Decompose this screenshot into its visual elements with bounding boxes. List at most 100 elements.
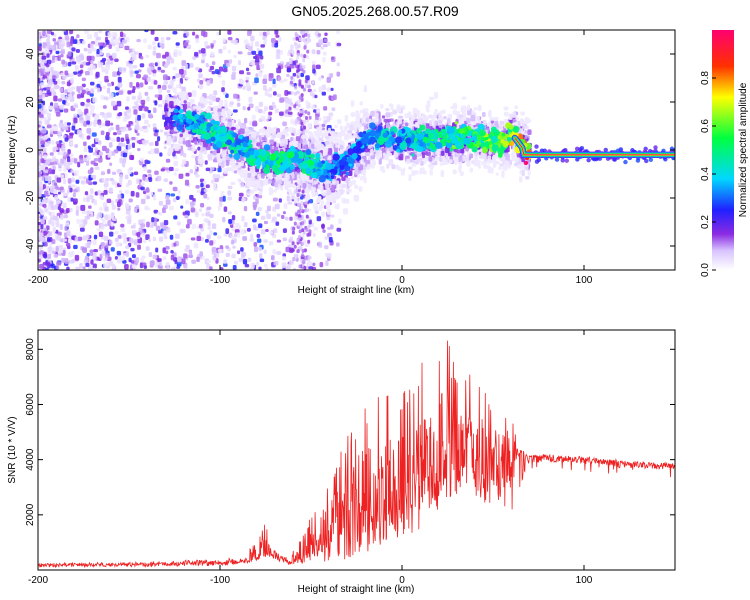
spectrogram-noise-mark bbox=[111, 171, 117, 175]
spectrogram-noise-mark bbox=[47, 204, 51, 211]
spectrogram-noise-mark bbox=[154, 100, 158, 106]
spectrogram-noise-mark bbox=[146, 67, 151, 73]
spectrogram-noise-mark bbox=[244, 117, 248, 124]
spectrogram-noise-mark bbox=[72, 39, 78, 45]
spectrogram-noise-mark bbox=[41, 55, 47, 60]
spectrogram-noise-mark bbox=[296, 192, 300, 197]
spectrogram-noise-mark bbox=[303, 38, 307, 43]
spectrogram-noise-mark bbox=[203, 218, 208, 223]
spectrogram-noise-mark bbox=[103, 183, 109, 188]
spectrogram-noise-mark bbox=[148, 177, 153, 183]
spectrogram-noise-mark bbox=[318, 86, 323, 93]
spectrogram-noise-mark bbox=[74, 144, 79, 148]
spectrogram-noise-mark bbox=[40, 82, 45, 86]
spectrogram-band-mark bbox=[185, 76, 190, 80]
spectrogram-noise-mark bbox=[305, 227, 309, 232]
spectrogram-noise-mark bbox=[119, 179, 123, 186]
spectrogram-noise-mark bbox=[236, 224, 241, 230]
spectrogram-noise-mark bbox=[93, 162, 99, 167]
spectrogram-noise-mark bbox=[294, 31, 298, 36]
spectrogram-noise-mark bbox=[119, 31, 124, 37]
spectrogram-noise-mark bbox=[230, 239, 235, 245]
spectrogram-noise-mark bbox=[281, 262, 287, 269]
spectrogram-noise-mark bbox=[211, 246, 217, 253]
spectrogram-band-mark bbox=[382, 169, 386, 173]
spectrogram-noise-mark bbox=[232, 245, 236, 249]
spectrogram-noise-mark bbox=[201, 56, 206, 61]
spectrogram-noise-mark bbox=[152, 50, 157, 56]
spectrogram-noise-mark bbox=[101, 250, 106, 257]
spectrogram-noise-mark bbox=[82, 40, 86, 45]
spectrogram-noise-mark bbox=[317, 76, 323, 81]
spectrogram-noise-mark bbox=[120, 137, 125, 142]
spectrogram-noise-mark bbox=[262, 35, 266, 40]
spectrogram-noise-mark bbox=[297, 72, 301, 77]
spectrogram-noise-mark bbox=[41, 199, 47, 205]
spectrogram-noise-mark bbox=[156, 52, 161, 59]
spectrogram-noise-mark bbox=[279, 49, 283, 55]
spectrogram-noise-mark bbox=[322, 115, 327, 120]
spectrogram-noise-mark bbox=[205, 167, 211, 172]
spectrogram-noise-mark bbox=[253, 246, 258, 253]
spectrogram-noise-mark bbox=[275, 34, 280, 38]
spectrogram-noise-mark bbox=[73, 244, 78, 250]
spectrogram-noise-mark bbox=[122, 260, 127, 264]
spectrogram-noise-mark bbox=[322, 57, 326, 63]
spectrogram-noise-mark bbox=[223, 91, 227, 96]
spectrogram-noise-mark bbox=[144, 91, 149, 96]
spectrogram-band-mark bbox=[390, 103, 394, 111]
spectrogram-noise-mark bbox=[115, 41, 120, 46]
spectrogram-noise-mark bbox=[44, 135, 49, 139]
spectrogram-noise-mark bbox=[241, 215, 245, 222]
spectrogram-noise-mark bbox=[76, 85, 80, 92]
spectrogram-noise-mark bbox=[282, 237, 287, 242]
spectrogram-band-mark bbox=[258, 190, 263, 196]
spectrogram-noise-mark bbox=[197, 231, 202, 236]
spectrogram-band-mark bbox=[361, 122, 366, 127]
spectrogram-noise-mark bbox=[257, 246, 263, 252]
spectrogram-noise-mark bbox=[59, 104, 65, 110]
spectrogram-noise-mark bbox=[160, 69, 165, 73]
spectrogram-noise-mark bbox=[105, 65, 111, 71]
spectrogram-noise-mark bbox=[63, 121, 68, 127]
spectrogram-noise-mark bbox=[38, 57, 42, 64]
spectrogram-noise-mark bbox=[287, 111, 293, 115]
spectrogram-noise-mark bbox=[90, 259, 94, 265]
spectrogram-noise-mark bbox=[105, 120, 111, 127]
spectrogram-noise-mark bbox=[197, 146, 201, 151]
spectrogram-band-mark bbox=[297, 129, 301, 136]
spectrogram-noise-mark bbox=[53, 102, 59, 108]
spectrogram-noise-mark bbox=[172, 186, 178, 192]
spectrogram-noise-mark bbox=[260, 215, 266, 220]
spectrogram-noise-mark bbox=[209, 266, 213, 270]
spectrogram-noise-mark bbox=[54, 195, 59, 201]
spectrogram-noise-mark bbox=[193, 242, 199, 249]
spectrogram-noise-mark bbox=[301, 31, 305, 36]
spectrogram-noise-mark bbox=[301, 241, 305, 246]
spectrogram-noise-mark bbox=[86, 98, 91, 103]
spectrogram-noise-mark bbox=[69, 73, 75, 77]
spectrogram-noise-mark bbox=[163, 81, 169, 85]
spectrogram-noise-mark bbox=[38, 254, 43, 260]
spectrogram-noise-mark bbox=[57, 187, 61, 191]
spectrogram-band-mark bbox=[419, 169, 424, 175]
spectrogram-band-mark bbox=[303, 119, 307, 125]
spectrogram-noise-mark bbox=[44, 186, 50, 190]
spectrogram-noise-mark bbox=[163, 145, 167, 150]
spectrogram-noise-mark bbox=[57, 55, 61, 62]
spectrogram-noise-mark bbox=[307, 224, 311, 229]
spectrogram-noise-mark bbox=[221, 87, 225, 93]
spectrogram-noise-mark bbox=[108, 261, 114, 266]
spectrogram-noise-mark bbox=[124, 112, 128, 117]
spectrogram-noise-mark bbox=[195, 173, 199, 179]
spectrogram-noise-mark bbox=[323, 38, 328, 43]
spectrogram-noise-mark bbox=[225, 228, 230, 234]
spectrogram-noise-mark bbox=[139, 63, 145, 68]
figure-title: GN05.2025.268.00.57.R09 bbox=[291, 3, 459, 19]
spectrogram-noise-mark bbox=[78, 116, 84, 121]
spectrogram-noise-mark bbox=[198, 49, 202, 54]
spectrogram-noise-mark bbox=[321, 91, 327, 96]
spectrogram-band-mark bbox=[452, 169, 457, 175]
spectrogram-noise-mark bbox=[39, 250, 44, 255]
spectrogram-noise-mark bbox=[80, 180, 86, 185]
